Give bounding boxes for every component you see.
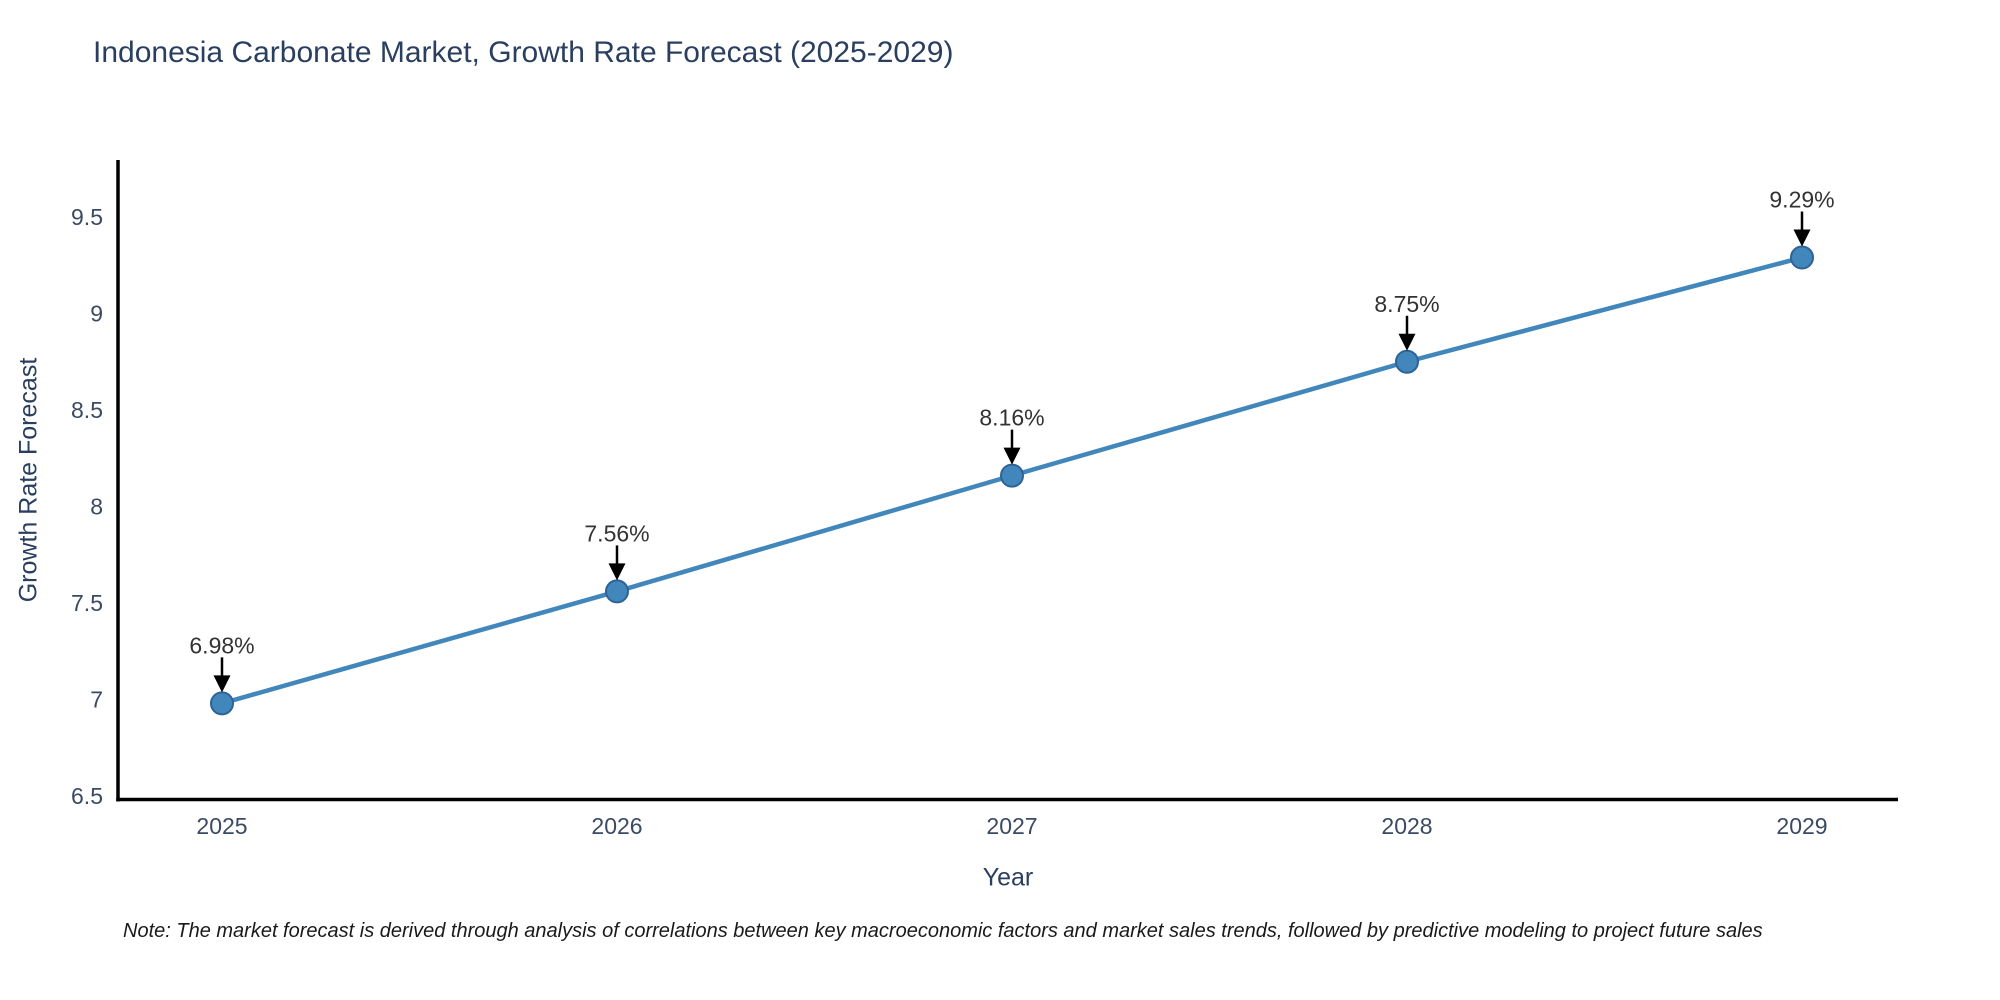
data-point-marker [1395, 349, 1419, 374]
data-point-marker [1000, 463, 1024, 488]
y-tick-label: 7 [90, 687, 103, 713]
y-tick-label: 6.5 [71, 783, 103, 809]
y-tick-label: 8 [90, 494, 103, 520]
point-annotation-label: 7.56% [584, 520, 649, 546]
point-annotation-label: 8.16% [979, 405, 1044, 431]
x-tick-label: 2028 [1381, 813, 1432, 839]
data-point-marker [605, 579, 629, 604]
point-annotation-label: 6.98% [189, 632, 254, 658]
annotation-arrow-head [1398, 333, 1416, 351]
annotation-arrow-head [1003, 447, 1021, 465]
point-annotation-label: 8.75% [1374, 291, 1439, 317]
y-tick-label: 9.5 [71, 204, 103, 230]
annotation-arrow-head [1793, 229, 1811, 247]
y-tick-label: 9 [90, 301, 103, 327]
chart-title: Indonesia Carbonate Market, Growth Rate … [93, 36, 954, 69]
data-point-marker [210, 691, 234, 716]
y-tick-label: 8.5 [71, 397, 103, 423]
x-tick-label: 2026 [591, 813, 642, 839]
x-tick-label: 2027 [986, 813, 1037, 839]
point-annotation-label: 9.29% [1769, 187, 1834, 213]
x-axis-title: Year [982, 863, 1034, 892]
annotation-arrow-head [213, 675, 231, 693]
x-tick-label: 2025 [196, 813, 247, 839]
x-tick-label: 2029 [1776, 813, 1827, 839]
footnote: Note: The market forecast is derived thr… [123, 920, 1763, 942]
annotation-arrow-head [608, 563, 626, 581]
y-tick-label: 7.5 [71, 590, 103, 616]
data-point-marker [1790, 245, 1814, 270]
y-axis-title: Growth Rate Forecast [14, 357, 43, 603]
